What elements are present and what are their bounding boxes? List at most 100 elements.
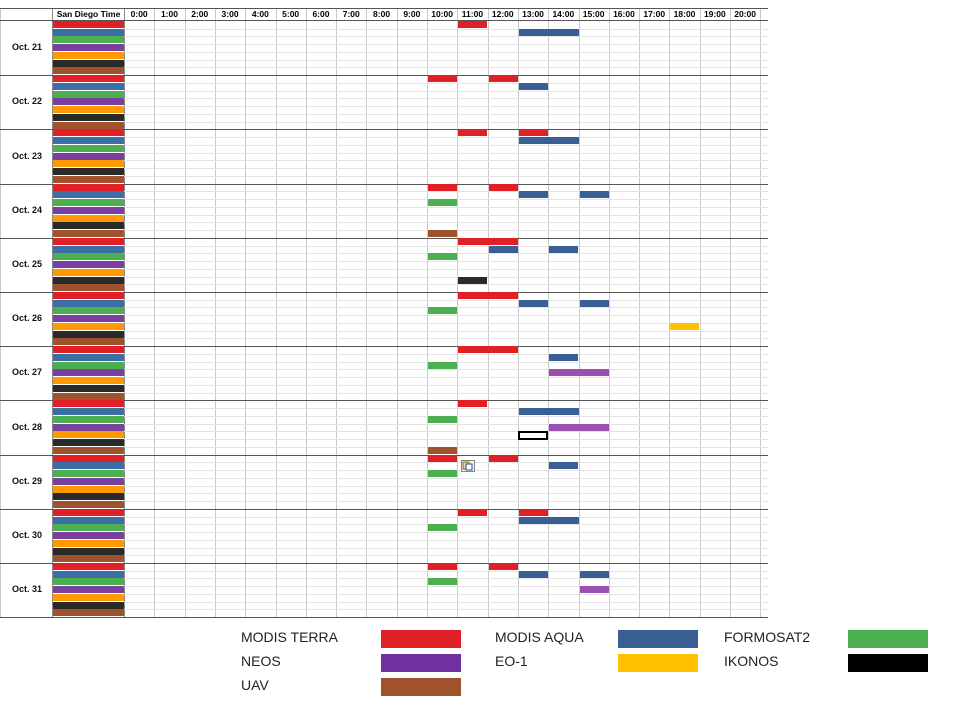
hour-header[interactable]: 6:00 (312, 9, 330, 19)
satellite-row-stripe (53, 222, 124, 229)
satellite-row-stripe (53, 191, 124, 198)
hour-header[interactable]: 0:00 (130, 9, 148, 19)
pass-bar-uav[interactable] (428, 230, 457, 237)
schedule-spreadsheet[interactable]: San Diego Time 0:00 1:00 2:00 3:00 4:00 5:00 6… (0, 0, 768, 620)
hour-header[interactable]: 13:00 (522, 9, 544, 19)
row-gridline (124, 354, 768, 355)
pass-bar-aqua[interactable] (519, 29, 579, 36)
corner-header-cell[interactable]: San Diego Time (56, 9, 121, 19)
hour-header[interactable]: 12:00 (491, 9, 514, 19)
pass-bar-aqua[interactable] (549, 246, 578, 253)
pass-bar-neos[interactable] (549, 369, 609, 376)
hour-header[interactable]: 2 (760, 8, 768, 20)
pass-bar-terra[interactable] (519, 509, 548, 516)
pass-bar-terra[interactable] (458, 129, 487, 136)
hour-header[interactable]: 15:00 (582, 9, 605, 19)
pass-bar-aqua[interactable] (519, 300, 548, 307)
pass-bar-aqua[interactable] (580, 191, 609, 198)
pass-bar-neos[interactable] (549, 424, 609, 431)
row-gridline (124, 586, 768, 587)
selected-cell[interactable] (518, 431, 548, 440)
satellite-row-stripe (53, 300, 124, 307)
day-label[interactable]: Oct. 22 (11, 96, 42, 106)
pass-bar-aqua[interactable] (549, 462, 578, 469)
pass-bar-aqua[interactable] (549, 354, 578, 361)
pass-bar-formosat2[interactable] (428, 524, 457, 531)
row-gridline (124, 145, 768, 146)
day-label[interactable]: Oct. 28 (11, 422, 42, 432)
pass-bar-terra[interactable] (489, 75, 518, 82)
hour-header[interactable]: 2:00 (191, 9, 209, 19)
hour-header[interactable]: 17:00 (643, 9, 666, 19)
pass-bar-aqua[interactable] (489, 246, 518, 253)
pass-bar-formosat2[interactable] (428, 253, 457, 260)
hour-header[interactable]: 18:00 (673, 9, 696, 19)
hour-header[interactable]: 16:00 (613, 9, 635, 19)
pass-bar-formosat2[interactable] (428, 362, 457, 369)
pass-bar-aqua[interactable] (519, 408, 579, 415)
pass-bar-formosat2[interactable] (428, 199, 457, 206)
day-label[interactable]: Oct. 26 (11, 313, 42, 323)
pass-bar-terra[interactable] (458, 509, 487, 516)
paste-options-icon[interactable] (461, 459, 475, 472)
hour-header[interactable]: 11:00 (461, 9, 484, 19)
hour-header[interactable]: 14:00 (552, 9, 575, 19)
pass-bar-aqua[interactable] (519, 571, 548, 578)
day-label[interactable]: Oct. 30 (11, 530, 42, 540)
satellite-row-stripe (53, 253, 124, 260)
day-label[interactable]: Oct. 25 (11, 259, 42, 269)
pass-bar-formosat2[interactable] (428, 578, 457, 585)
pass-bar-terra[interactable] (428, 563, 457, 570)
day-label[interactable]: Oct. 29 (11, 476, 42, 486)
pass-bar-terra[interactable] (458, 238, 518, 245)
hour-header[interactable]: 19:00 (703, 9, 726, 19)
hour-header[interactable]: 7:00 (342, 9, 360, 19)
pass-bar-terra[interactable] (489, 184, 518, 191)
satellite-row-stripe (53, 67, 124, 74)
pass-bar-terra[interactable] (489, 563, 518, 570)
pass-bar-uav[interactable] (428, 447, 457, 454)
hour-header[interactable]: 8:00 (373, 9, 391, 19)
day-label[interactable]: Oct. 27 (11, 367, 42, 377)
pass-bar-terra[interactable] (458, 21, 487, 28)
pass-bar-aqua[interactable] (580, 300, 609, 307)
pass-bar-aqua[interactable] (580, 571, 609, 578)
pass-bar-neos[interactable] (580, 586, 609, 593)
row-gridline (124, 424, 768, 425)
satellite-row-stripe (53, 246, 124, 253)
day-label[interactable]: Oct. 24 (11, 205, 42, 215)
hour-header[interactable]: 20:00 (734, 9, 757, 19)
hour-header[interactable]: 1:00 (160, 9, 178, 19)
row-gridline (124, 393, 768, 394)
pass-bar-eo1[interactable] (670, 323, 699, 330)
day-label[interactable]: Oct. 31 (11, 584, 42, 594)
pass-bar-formosat2[interactable] (428, 416, 457, 423)
hour-header[interactable]: 4:00 (251, 9, 269, 19)
pass-bar-terra[interactable] (428, 455, 457, 462)
pass-bar-terra[interactable] (428, 75, 457, 82)
pass-bar-aqua[interactable] (519, 191, 548, 198)
hour-header[interactable]: 5:00 (282, 9, 300, 19)
pass-bar-terra[interactable] (519, 129, 548, 136)
pass-bar-ikonos[interactable] (458, 277, 487, 284)
hour-header[interactable]: 9:00 (403, 9, 421, 19)
pass-bar-aqua[interactable] (519, 517, 579, 524)
pass-bar-terra[interactable] (458, 400, 487, 407)
pass-bar-formosat2[interactable] (428, 307, 457, 314)
hour-header[interactable]: 3:00 (221, 9, 239, 19)
day-label[interactable]: Oct. 23 (11, 151, 42, 161)
row-gridline (124, 501, 768, 502)
pass-bar-terra[interactable] (458, 346, 518, 353)
hour-header[interactable]: 10:00 (431, 9, 454, 19)
pass-bar-aqua[interactable] (519, 137, 579, 144)
pass-bar-terra[interactable] (458, 292, 518, 299)
day-label[interactable]: Oct. 21 (11, 42, 42, 52)
satellite-row-stripe (53, 540, 124, 547)
pass-bar-aqua[interactable] (519, 83, 548, 90)
day-separator (0, 400, 768, 401)
pass-bar-terra[interactable] (489, 455, 518, 462)
satellite-row-stripe (53, 52, 124, 59)
column-gridline (488, 8, 489, 617)
pass-bar-terra[interactable] (428, 184, 457, 191)
pass-bar-formosat2[interactable] (428, 470, 457, 477)
